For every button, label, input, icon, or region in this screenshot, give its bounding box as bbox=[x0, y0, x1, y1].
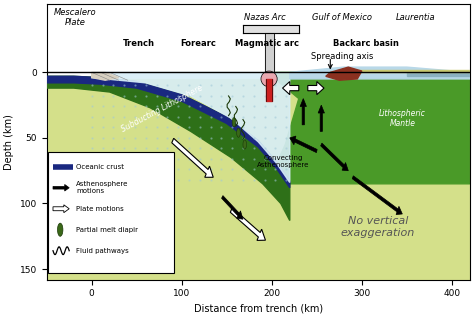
FancyArrow shape bbox=[318, 105, 324, 131]
FancyArrow shape bbox=[290, 136, 317, 153]
Text: Trench: Trench bbox=[122, 39, 155, 48]
Text: Laurentia: Laurentia bbox=[396, 13, 436, 22]
FancyArrow shape bbox=[300, 99, 306, 125]
FancyArrow shape bbox=[283, 81, 299, 95]
FancyArrow shape bbox=[308, 81, 324, 95]
Polygon shape bbox=[91, 73, 118, 80]
Polygon shape bbox=[47, 79, 470, 280]
FancyArrow shape bbox=[53, 184, 69, 191]
FancyArrow shape bbox=[230, 208, 265, 240]
Text: Gulf of Mexico: Gulf of Mexico bbox=[312, 13, 372, 22]
Text: Backarc basin: Backarc basin bbox=[333, 39, 399, 48]
Text: No vertical
exaggeration: No vertical exaggeration bbox=[341, 216, 415, 238]
Polygon shape bbox=[47, 76, 290, 221]
FancyArrow shape bbox=[53, 205, 69, 213]
Polygon shape bbox=[290, 67, 470, 79]
Ellipse shape bbox=[237, 128, 240, 137]
Text: Oceanic crust: Oceanic crust bbox=[76, 164, 124, 170]
FancyArrow shape bbox=[221, 196, 243, 219]
Text: Convecting
Asthenosphere: Convecting Asthenosphere bbox=[257, 155, 310, 168]
Text: Nazas Arc: Nazas Arc bbox=[244, 13, 285, 22]
Text: Subducting Lithosphere: Subducting Lithosphere bbox=[119, 84, 204, 135]
Text: Asthenosphere
motions: Asthenosphere motions bbox=[76, 181, 129, 194]
Y-axis label: Depth (km): Depth (km) bbox=[4, 114, 14, 170]
X-axis label: Distance from trench (km): Distance from trench (km) bbox=[194, 304, 323, 314]
Text: Forearc: Forearc bbox=[180, 39, 216, 48]
FancyArrow shape bbox=[352, 176, 402, 215]
Polygon shape bbox=[267, 73, 470, 184]
Text: Magmatic arc: Magmatic arc bbox=[235, 39, 299, 48]
FancyBboxPatch shape bbox=[47, 152, 173, 273]
Ellipse shape bbox=[243, 140, 246, 149]
FancyArrow shape bbox=[109, 173, 141, 195]
Ellipse shape bbox=[261, 71, 277, 87]
Polygon shape bbox=[91, 73, 290, 183]
Text: Lithospheric
Mantle: Lithospheric Mantle bbox=[379, 108, 426, 128]
Text: Spreading axis: Spreading axis bbox=[311, 52, 373, 61]
FancyArrow shape bbox=[172, 138, 213, 177]
Text: Plate motions: Plate motions bbox=[76, 206, 124, 212]
Polygon shape bbox=[344, 70, 470, 73]
FancyArrow shape bbox=[320, 143, 348, 171]
Text: Partial melt diapir: Partial melt diapir bbox=[76, 227, 138, 233]
Text: Fluid pathways: Fluid pathways bbox=[76, 248, 129, 254]
Polygon shape bbox=[407, 73, 470, 76]
Ellipse shape bbox=[57, 223, 63, 236]
Polygon shape bbox=[326, 67, 362, 80]
Polygon shape bbox=[47, 76, 290, 188]
Ellipse shape bbox=[232, 118, 236, 127]
Text: Mescalero
Plate: Mescalero Plate bbox=[54, 8, 97, 27]
